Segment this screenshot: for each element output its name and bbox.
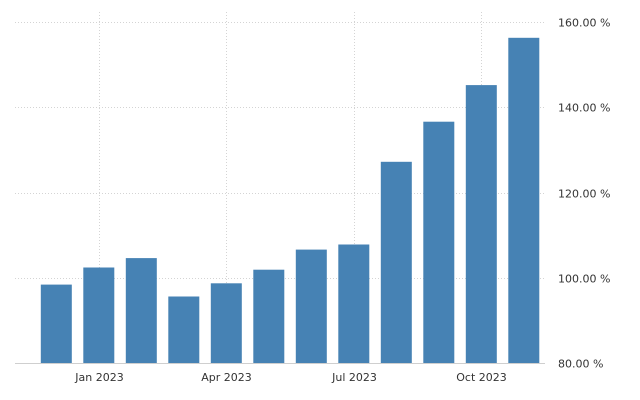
bar-nov-2023 (508, 37, 540, 364)
x-tick-label: Jan 2023 (74, 371, 123, 384)
y-tick-label: 120.00 % (558, 188, 610, 201)
y-tick-label: 160.00 % (558, 17, 610, 30)
bar-mar-2023 (168, 296, 200, 363)
bar-jun-2023 (295, 249, 327, 363)
y-tick-label: 140.00 % (558, 102, 610, 115)
y-tick-label: 80.00 % (558, 358, 603, 371)
y-axis: 80.00 % 100.00 % 120.00 % 140.00 % 160.00 % (558, 17, 610, 371)
bar-oct-2023 (465, 85, 497, 363)
bar-aug-2023 (380, 161, 412, 363)
bars-layer (40, 37, 540, 364)
bar-dec-2022 (40, 284, 72, 363)
x-tick-label: Oct 2023 (456, 371, 507, 384)
x-tick-label: Jul 2023 (331, 371, 377, 384)
bar-apr-2023 (210, 283, 242, 363)
bar-may-2023 (253, 269, 285, 363)
bar-feb-2023 (125, 258, 157, 363)
y-tick-label: 100.00 % (558, 273, 610, 286)
bar-sep-2023 (423, 121, 455, 363)
bar-jul-2023 (338, 244, 370, 363)
bar-jan-2023 (83, 267, 115, 363)
x-axis: Jan 2023 Apr 2023 Jul 2023 Oct 2023 (74, 371, 506, 384)
x-tick-label: Apr 2023 (201, 371, 252, 384)
